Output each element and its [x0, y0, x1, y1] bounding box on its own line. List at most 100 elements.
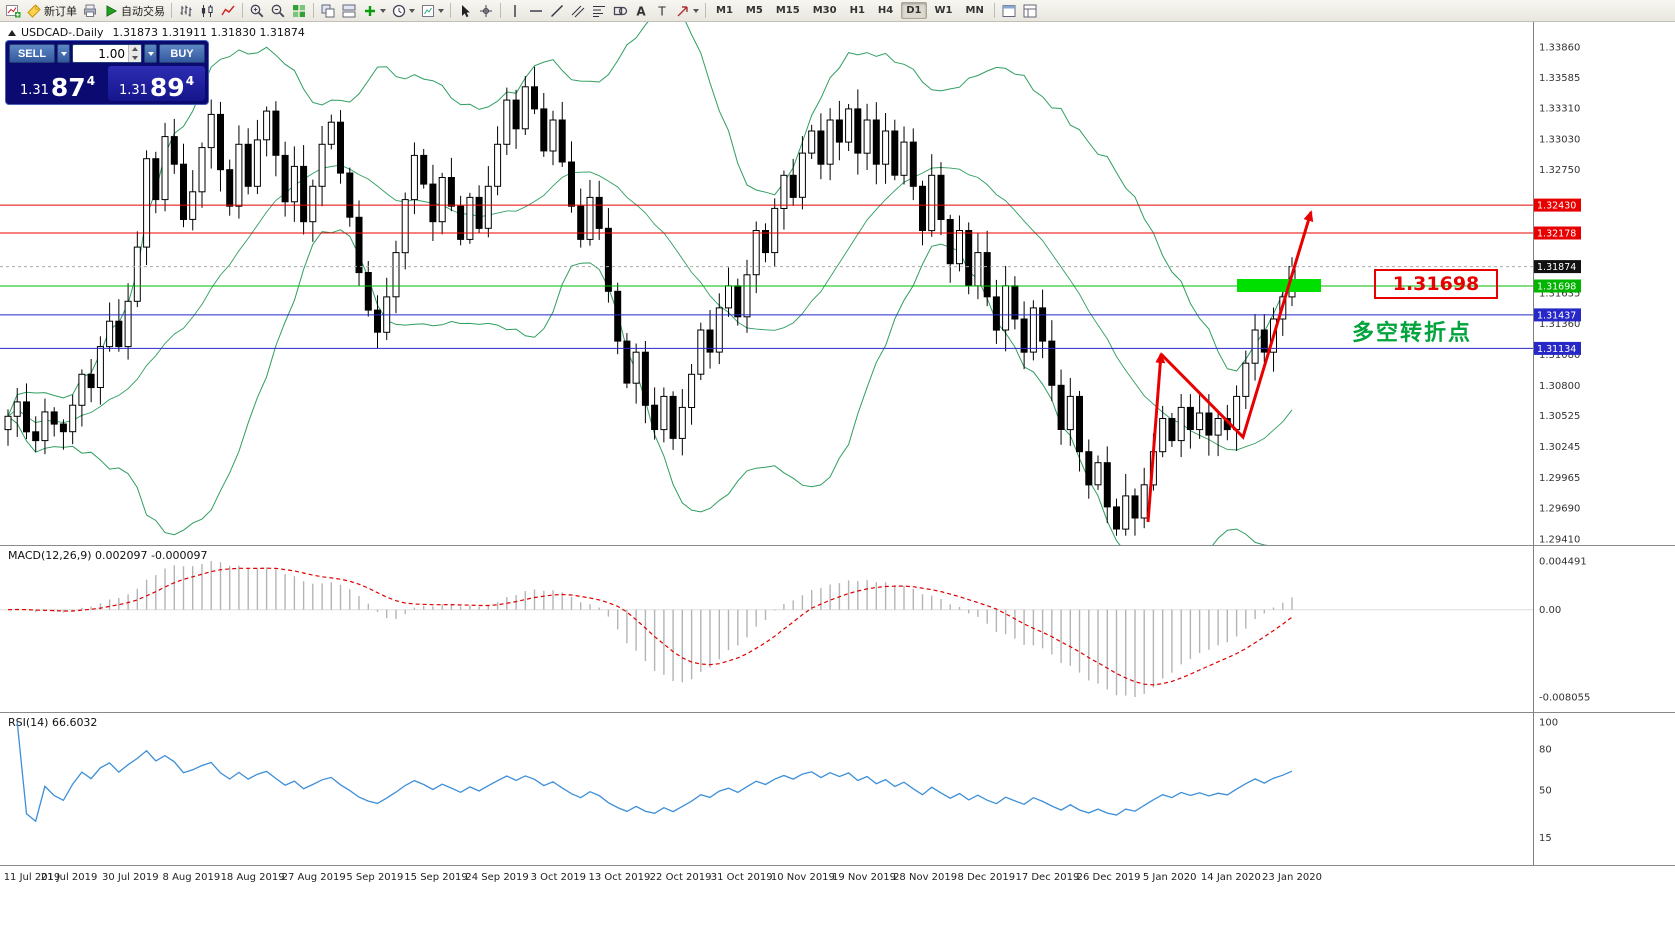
- equidistant-channel-icon: [570, 3, 586, 19]
- indicators-button[interactable]: [360, 1, 388, 21]
- candle-body: [826, 119, 834, 165]
- volume-input[interactable]: 1.00: [98, 47, 125, 61]
- candle-body: [410, 154, 418, 201]
- window-list-button[interactable]: [1020, 1, 1040, 21]
- timeframe-h4-button[interactable]: H4: [877, 5, 894, 16]
- rsi-panel[interactable]: RSI(14) 66.6032 100 80 50 15: [0, 712, 1675, 865]
- equidistant-channel-button[interactable]: [568, 1, 588, 21]
- candle-body: [1094, 462, 1102, 486]
- auto-trading-button[interactable]: 自动交易: [101, 1, 167, 21]
- pivot-note-text[interactable]: 多空转折点: [1352, 321, 1473, 346]
- sell-price-button[interactable]: 1.31 87 4: [9, 66, 106, 101]
- periods-icon: [391, 3, 407, 19]
- new-window-button[interactable]: [999, 1, 1019, 21]
- buy-options-button[interactable]: [144, 44, 157, 63]
- main-chart[interactable]: 1.33860 1.33585 1.33310 1.33030 1.32750 1.316…: [0, 22, 1675, 545]
- candle-body: [272, 110, 280, 156]
- candle-body: [872, 119, 880, 165]
- candle-body: [115, 320, 123, 348]
- price-annotation-box[interactable]: 1.31698: [1374, 269, 1498, 299]
- templates-button[interactable]: [418, 1, 446, 21]
- candle-body: [900, 141, 908, 176]
- date-axis-label: 18 Aug 2019: [221, 872, 285, 883]
- candle-body: [734, 285, 742, 318]
- candle-body: [928, 174, 936, 232]
- macd-panel[interactable]: MACD(12,26,9) 0.002097 -0.000097 0.00449…: [0, 545, 1675, 712]
- arrows-button[interactable]: [673, 1, 701, 21]
- timeframe-h1-button[interactable]: H1: [849, 5, 865, 16]
- vertical-line-button[interactable]: [505, 1, 525, 21]
- price-axis-label: 1.31080: [1539, 350, 1580, 361]
- price-tag-label: 1.31134: [1537, 344, 1576, 355]
- toolbar-separator: [450, 3, 451, 18]
- timeframe-m30-button[interactable]: M30: [812, 5, 837, 16]
- bar-chart-button[interactable]: [176, 1, 196, 21]
- sell-options-button[interactable]: [57, 44, 70, 63]
- expand-triangle-icon[interactable]: [8, 29, 16, 36]
- dropdown-caret-icon[interactable]: [409, 8, 415, 13]
- buy-button[interactable]: BUY: [159, 44, 205, 63]
- candle-body: [706, 329, 714, 353]
- line-chart-button[interactable]: [218, 1, 238, 21]
- candle-body: [1140, 484, 1148, 519]
- candle-body: [337, 121, 344, 174]
- tile-windows-button[interactable]: [289, 1, 309, 21]
- print-button[interactable]: [80, 1, 100, 21]
- trend-arrow-segment-2[interactable]: [1159, 210, 1314, 440]
- fibonacci-button[interactable]: [589, 1, 609, 21]
- arrange-windows-button[interactable]: [318, 1, 338, 21]
- buy-price-button[interactable]: 1.31 89 4: [108, 66, 205, 101]
- candle-body: [521, 86, 529, 130]
- candle-body: [438, 177, 446, 223]
- sell-button[interactable]: SELL: [9, 44, 55, 63]
- date-axis-label: 10 Nov 2019: [771, 872, 835, 883]
- horizontal-line-icon: [528, 3, 544, 19]
- toolbar-separator: [313, 3, 314, 18]
- dropdown-caret-icon[interactable]: [693, 8, 699, 13]
- trendline-button[interactable]: [547, 1, 567, 21]
- volume-increase-button[interactable]: [129, 45, 141, 54]
- chart-symbol-label: USDCAD-.Daily: [21, 26, 104, 39]
- timeframe-m5-button[interactable]: M5: [745, 5, 763, 16]
- candle-body: [374, 309, 381, 333]
- crosshair-button[interactable]: [476, 1, 496, 21]
- shapes-button[interactable]: [610, 1, 630, 21]
- svg-text:A: A: [636, 4, 646, 18]
- bollinger-upper-band: [7, 22, 1293, 417]
- text-button[interactable]: A: [631, 1, 651, 21]
- periods-button[interactable]: [389, 1, 417, 21]
- candlestick-icon: [199, 3, 215, 19]
- cascade-windows-button[interactable]: [339, 1, 359, 21]
- vertical-line-icon: [507, 3, 523, 19]
- zoom-in-button[interactable]: [247, 1, 267, 21]
- auto-trading-label: 自动交易: [121, 4, 165, 18]
- timeframe-m15-button[interactable]: M15: [775, 5, 800, 16]
- arrows-icon: [675, 3, 691, 19]
- horizontal-line-button[interactable]: [526, 1, 546, 21]
- new-order-button[interactable]: 新订单: [24, 1, 79, 21]
- trend-arrow-segment-1[interactable]: [1146, 352, 1166, 523]
- timeframe-mn-button[interactable]: MN: [965, 5, 984, 16]
- volume-decrease-button[interactable]: [129, 53, 141, 62]
- price-tag: [1534, 260, 1581, 274]
- dropdown-caret-icon[interactable]: [380, 8, 386, 13]
- candle-body: [235, 143, 243, 207]
- zoom-out-button[interactable]: [268, 1, 288, 21]
- timeframe-m1-button[interactable]: M1: [716, 5, 733, 16]
- timeframe-w1-button[interactable]: W1: [934, 5, 953, 16]
- candlestick-button[interactable]: [197, 1, 217, 21]
- date-axis-label: 14 Jan 2020: [1201, 872, 1261, 883]
- dropdown-caret-icon[interactable]: [438, 8, 444, 13]
- timeframe-d1-button[interactable]: D1: [901, 2, 927, 19]
- new-chart-button[interactable]: [3, 1, 23, 21]
- candle-body: [919, 185, 926, 232]
- cascade-windows-icon: [341, 3, 357, 19]
- new-chart-icon: [5, 3, 21, 19]
- bollinger-middle-band: [7, 164, 1293, 451]
- cursor-button[interactable]: [455, 1, 475, 21]
- price-tag: [1534, 279, 1581, 293]
- price-tag: [1534, 341, 1581, 355]
- label-button[interactable]: T: [652, 1, 672, 21]
- highlight-zone-rect[interactable]: [1237, 279, 1321, 292]
